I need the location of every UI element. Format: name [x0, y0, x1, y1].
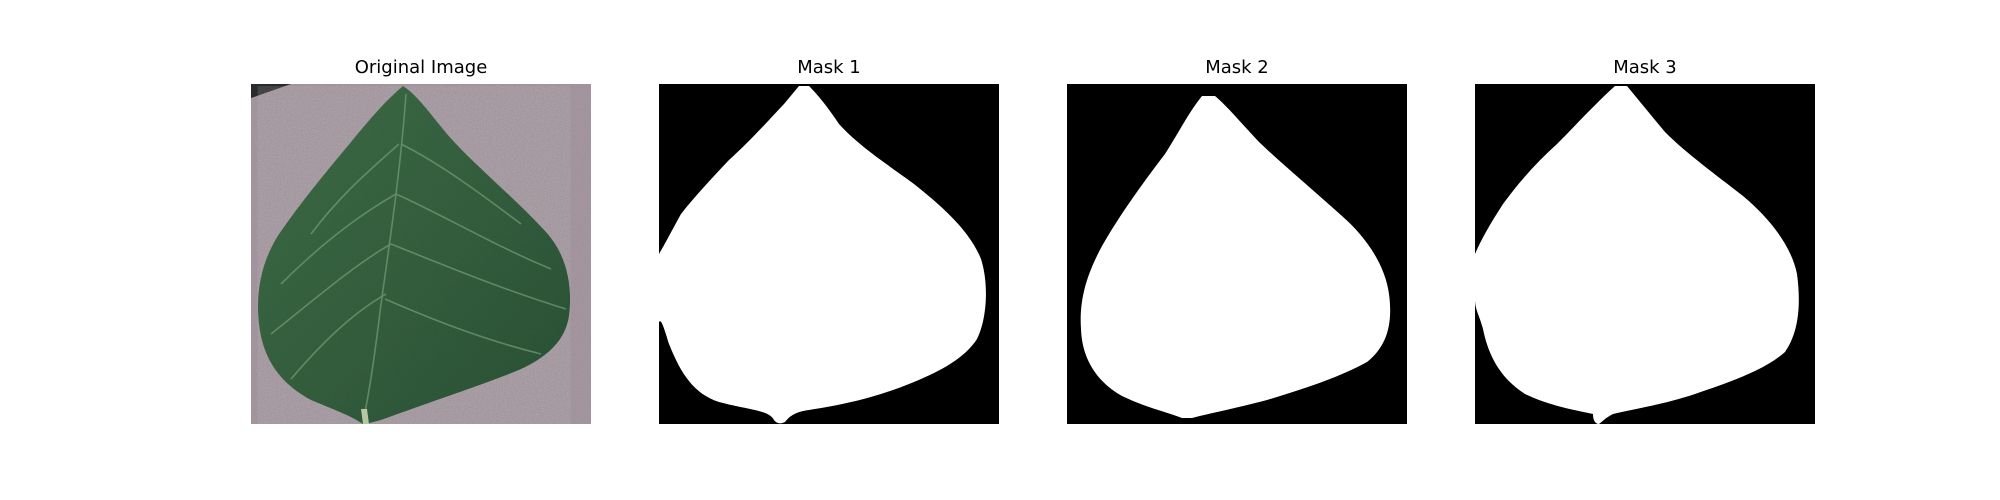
- panel-title: Mask 3: [1613, 57, 1677, 78]
- leaf-stem: [361, 409, 369, 424]
- panel-mask-2: Mask 2: [1067, 55, 1407, 445]
- leaf-veins: [270, 93, 567, 423]
- panel-mask-3: Mask 3: [1475, 55, 1815, 445]
- mask-1-image: [659, 84, 999, 424]
- mask-foreground: [1080, 96, 1391, 418]
- panel-title: Mask 1: [797, 57, 861, 78]
- mask-2-image: [1067, 84, 1407, 424]
- panel-original-image: Original Image: [251, 55, 591, 445]
- mask-foreground: [1475, 86, 1799, 424]
- photo-shadow-corner: [251, 84, 291, 98]
- panel-title: Mask 2: [1205, 57, 1269, 78]
- original-leaf-photo: [251, 84, 591, 424]
- mask-foreground: [659, 86, 986, 424]
- mask-3-image: [1475, 84, 1815, 424]
- panel-title: Original Image: [354, 57, 488, 78]
- panel-mask-1: Mask 1: [659, 55, 999, 445]
